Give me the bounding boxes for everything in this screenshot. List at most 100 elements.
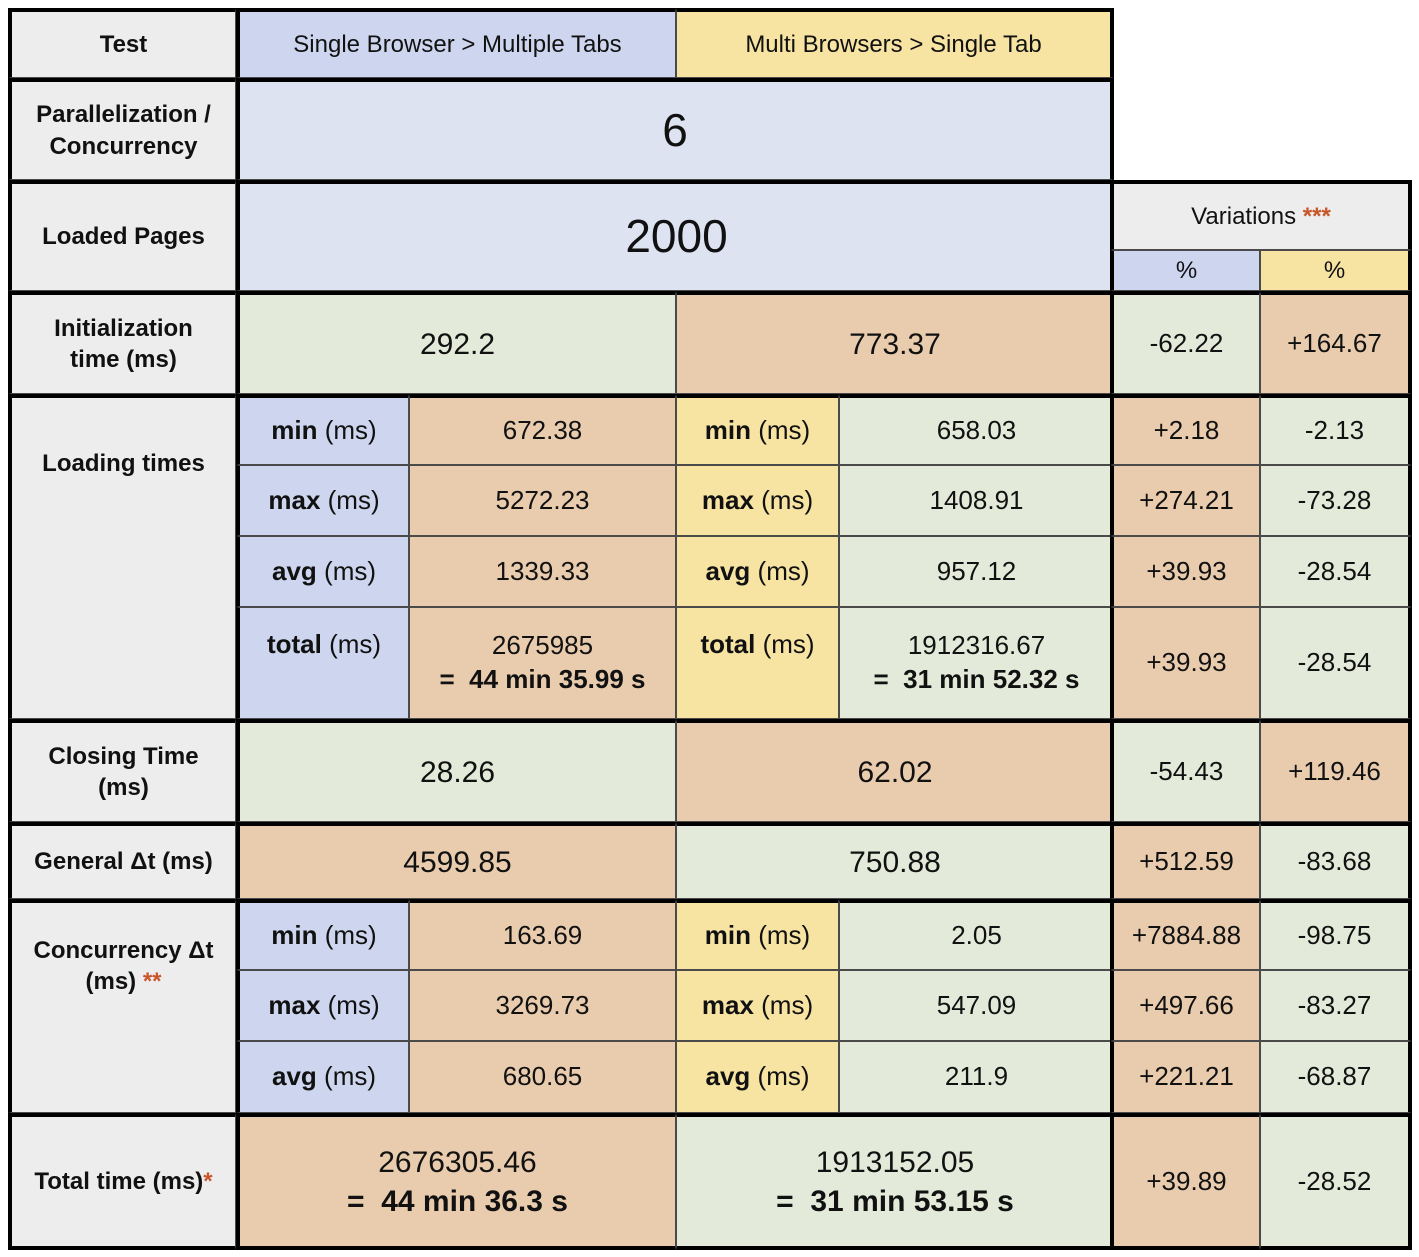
loading-total-var-multi: -28.54 [1260,607,1412,719]
total-time-var-single-value: +39.89 [1146,1165,1227,1196]
loading-total-unit: (ms) [329,629,382,659]
closing-var-multi-value: +119.46 [1288,756,1381,787]
loading-max-var-multi-value: -73.28 [1297,484,1372,515]
concurrency-min-var-single-value: +7884.88 [1131,920,1242,951]
loading-max-unit: (ms) [327,484,380,515]
loading-times-label: Loading times [42,450,205,477]
row-label-concurrency-dt: Concurrency Δt (ms) ** [8,899,236,1113]
general-dt-multi-value: 750.88 [849,845,941,879]
total-time-single-time: = 44 min 36.3 s [347,1184,568,1218]
general-dt-single: 4599.85 [236,822,676,899]
general-dt-label: General Δt (ms) [34,848,213,876]
loaded-pages-label: Loaded Pages [42,223,205,251]
loading-total-var-single: +39.93 [1110,607,1260,719]
loading-max-single-value: 5272.23 [495,484,590,515]
total-time-label-wrap: Total time (ms)* [34,1166,212,1197]
loading-total-metric-text: total (ms) [267,628,381,662]
loaded-pages-value: 2000 [236,180,1114,291]
initialization-label-line2: time (ms) [70,346,177,373]
concurrency-min-var-multi: -98.75 [1260,899,1412,970]
concurrency-max-metric-multi: max (ms) [676,970,839,1041]
concurrency-avg-multi-value: 211.9 [944,1061,1009,1092]
loading-max-metric-name: max [268,484,321,515]
header-single-browser-label: Single Browser > Multiple Tabs [293,30,622,58]
general-dt-multi: 750.88 [676,822,1114,899]
concurrency-dt-label-line2-wrap: (ms) ** [85,966,161,997]
parallelization-value-text: 6 [662,103,688,156]
loading-min-var-single: +2.18 [1110,394,1260,465]
loading-total-var-multi-value: -28.54 [1297,647,1372,678]
closing-single: 28.26 [236,719,676,822]
loading-max-metric-multi-text: max (ms) [702,484,813,518]
initialization-label-line1: Initialization [54,314,193,342]
loading-avg-var-single: +39.93 [1110,536,1260,607]
concurrency-min-metric-multi-name: min [704,920,751,951]
loading-total-metric-multi-text: total (ms) [700,628,814,662]
loading-avg-single-value: 1339.33 [495,555,590,586]
concurrency-max-metric-multi-text: max (ms) [702,989,813,1023]
row-label-loading-times: Loading times [8,394,236,719]
loading-max-multi-unit: (ms) [761,484,814,515]
concurrency-dt-label-line1: Concurrency Δt [33,937,214,964]
general-dt-var-single-value: +512.59 [1139,846,1234,877]
loading-avg-metric-multi-text: avg (ms) [705,555,809,589]
loading-total-multi-unit: (ms) [762,629,815,659]
loading-avg-multi-unit: (ms) [757,555,810,586]
concurrency-dt-label-line2: (ms) [85,968,137,996]
header-test: Test [8,8,236,78]
total-time-var-single: +39.89 [1110,1113,1260,1250]
row-label-initialization: Initialization time (ms) [8,291,236,394]
concurrency-max-var-multi-value: -83.27 [1297,989,1372,1020]
initialization-var-multi: +164.67 [1260,291,1412,394]
loading-avg-metric-name: avg [271,555,317,586]
initialization-multi-value: 773.37 [849,327,941,361]
concurrency-avg-metric-multi-name: avg [705,1061,751,1092]
variations-pct-single: % [1110,250,1260,291]
loaded-pages-value-text: 2000 [625,210,728,263]
loading-max-metric: max (ms) [236,465,409,536]
general-dt-var-multi: -83.68 [1260,822,1412,899]
concurrency-dt-mark: ** [142,968,162,996]
closing-multi-value: 62.02 [857,755,933,789]
concurrency-max-metric-name: max [268,989,321,1020]
concurrency-avg-var-single-value: +221.21 [1139,1061,1234,1092]
loading-min-metric-name: min [271,415,318,446]
loading-avg-var-multi-value: -28.54 [1297,555,1372,586]
loading-min-var-single-value: +2.18 [1153,415,1220,446]
concurrency-avg-var-single: +221.21 [1110,1041,1260,1113]
initialization-var-multi-value: +164.67 [1287,328,1382,359]
loading-min-multi-unit: (ms) [758,415,811,446]
concurrency-avg-var-multi: -68.87 [1260,1041,1412,1113]
loading-avg-unit: (ms) [324,555,377,586]
initialization-single-value: 292.2 [419,327,496,361]
total-time-mark: * [203,1167,213,1195]
loading-avg-var-multi: -28.54 [1260,536,1412,607]
loading-avg-single: 1339.33 [409,536,676,607]
concurrency-max-unit: (ms) [327,989,380,1020]
closing-label-line2: (ms) [98,774,149,801]
concurrency-avg-single-value: 680.65 [502,1061,583,1092]
concurrency-max-metric-multi-name: max [701,989,754,1020]
concurrency-min-single-value: 163.69 [502,920,583,951]
variations-header-text: Variations *** [1191,201,1331,232]
closing-multi: 62.02 [676,719,1114,822]
closing-var-single-value: -54.43 [1149,756,1224,787]
closing-single-value: 28.26 [419,755,496,789]
variations-header: Variations *** [1110,180,1412,250]
total-time-label: Total time (ms) [34,1167,204,1195]
initialization-var-single-value: -62.22 [1149,328,1224,359]
general-dt-var-single: +512.59 [1110,822,1260,899]
concurrency-max-var-multi: -83.27 [1260,970,1412,1041]
general-dt-single-value: 4599.85 [403,845,512,879]
loading-avg-metric-text: avg (ms) [272,555,376,589]
total-time-single-value: 2676305.46 [378,1145,537,1179]
loading-avg-metric-multi-name: avg [705,555,751,586]
concurrency-max-single-value: 3269.73 [495,989,590,1020]
variations-label: Variations [1191,202,1297,230]
concurrency-max-metric-text: max (ms) [268,989,379,1023]
row-label-total-time: Total time (ms)* [8,1113,236,1250]
loading-min-metric: min (ms) [236,394,409,465]
variations-mark: *** [1302,202,1331,230]
loading-max-metric-multi-name: max [701,484,754,515]
loading-total-metric-multi-name: total [700,629,756,659]
